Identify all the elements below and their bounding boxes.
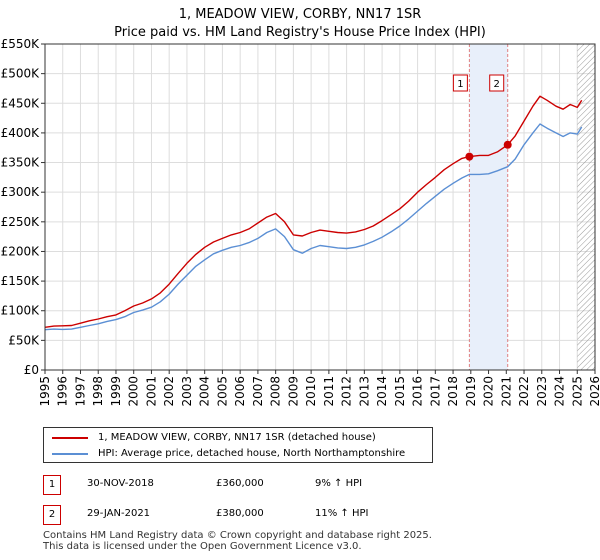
x-tick-label: 2024 [553,376,567,407]
chart-subtitle: Price paid vs. HM Land Registry's House … [114,25,486,40]
y-tick-label: £550K [1,37,41,51]
transaction-date-1: 30-NOV-2018 [87,478,154,489]
transaction-label-text-1: 1 [457,79,463,90]
y-tick-label: £350K [1,156,41,170]
x-tick-label: 2019 [464,376,478,407]
x-tick-label: 2011 [322,376,336,407]
x-tick-label: 2010 [304,376,318,407]
x-tick-label: 2006 [233,376,247,407]
x-tick-label: 1999 [109,376,123,407]
y-tick-label: £300K [1,185,41,199]
x-tick-label: 1996 [56,376,70,407]
transaction-hpi-1: 9% ↑ HPI [315,478,363,489]
footer-licence: This data is licensed under the Open Gov… [43,541,362,552]
x-tick-label: 2009 [286,376,300,407]
x-tick-label: 2018 [446,376,460,407]
transaction-label-box-2 [489,74,505,92]
y-tick-label: £200K [1,244,41,258]
x-tick-label: 2012 [340,376,354,407]
x-tick-label: 2017 [428,376,442,407]
legend-label-property: 1, MEADOW VIEW, CORBY, NN17 1SR (detache… [98,432,376,443]
series-line-hpi [44,123,583,331]
y-tick-label: £400K [1,126,41,140]
x-tick-label: 2015 [393,376,407,407]
x-tick-label: 2004 [198,376,212,407]
transaction-label-text-2: 2 [494,79,500,90]
y-tick-label: £50K [8,333,40,347]
x-tick-label: 2022 [517,376,531,407]
transaction-price-2: £380,000 [216,508,264,519]
legend: 1, MEADOW VIEW, CORBY, NN17 1SR (detache… [43,427,433,463]
x-tick-label: 1997 [73,376,87,407]
y-tick-label: £250K [1,215,41,229]
chart-title: 1, MEADOW VIEW, CORBY, NN17 1SR [178,7,422,22]
x-tick-label: 2013 [357,376,371,407]
x-tick-label: 2005 [215,376,229,407]
transaction-badge-1: 1 [43,475,61,495]
legend-swatch-property [52,437,88,439]
legend-swatch-hpi [52,453,88,455]
transaction-label-box-1 [452,74,468,92]
transaction-point-1 [465,152,474,161]
line-chart: 1 2 £0 £50K £100K £150K £200K £250K £300K £350K £… [1,37,600,407]
x-tick-label: 2021 [499,376,513,407]
x-tick-label: 2026 [588,376,600,407]
y-tick-label: £450K [1,96,41,110]
footer-copyright: Contains HM Land Registry data © Crown c… [43,530,432,541]
hatched-region [577,44,595,370]
y-tick-label: £150K [1,274,41,288]
transaction-badge-2: 2 [43,505,61,525]
x-tick-label: 2000 [127,376,141,407]
x-tick-label: 2002 [162,376,176,407]
transaction-hpi-2: 11% ↑ HPI [315,508,369,519]
highlight-band [469,44,508,370]
y-tick-label: £0 [24,363,39,377]
x-tick-label: 2003 [180,376,194,407]
x-tick-label: 2020 [482,376,496,407]
y-tick-label: £500K [1,67,41,81]
x-tick-label: 1995 [38,376,52,407]
legend-label-hpi: HPI: Average price, detached house, Nort… [98,448,406,459]
transaction-label-2: 2 [489,74,505,92]
transaction-price-1: £360,000 [216,478,264,489]
x-tick-label: 2023 [535,376,549,407]
x-tick-label: 2016 [411,376,425,407]
y-tick-label: £100K [1,304,41,318]
plot-frame [44,43,596,371]
footer: Contains HM Land Registry data © Crown c… [43,530,583,552]
transaction-point-2 [503,140,512,149]
x-tick-label: 2008 [269,376,283,407]
plot-area [45,44,595,370]
x-tick-label: 2014 [375,376,389,407]
x-tick-label: 2007 [251,376,265,407]
x-tick-label: 1998 [91,376,105,407]
x-tick-label: 2001 [144,376,158,407]
x-tick-label: 2025 [570,376,584,407]
series-line-property [44,95,583,328]
transaction-label-1: 1 [452,74,468,92]
transaction-date-2: 29-JAN-2021 [87,508,151,519]
